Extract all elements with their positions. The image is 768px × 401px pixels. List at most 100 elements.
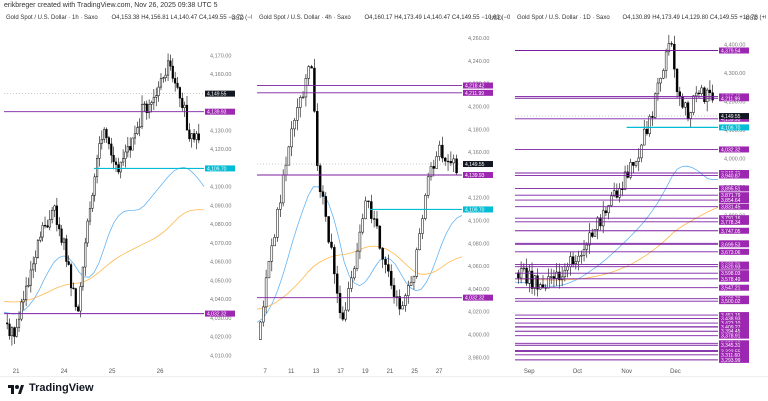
candle-body	[452, 158, 455, 164]
level-price-tag: 3,778.34	[719, 218, 749, 226]
candle-body	[708, 89, 712, 94]
candle-body	[541, 284, 545, 288]
candle-body	[100, 138, 103, 144]
x-tick-label: 27	[436, 369, 443, 375]
last-price-tag-label: 4,149.55	[465, 162, 485, 168]
level-tag-bg	[719, 197, 749, 204]
last-price-tag-label: 4,149.55	[207, 92, 227, 98]
candle-body	[612, 190, 616, 197]
candle-body	[536, 275, 539, 290]
level-tag-bg	[719, 312, 749, 319]
level-tag-bg	[719, 298, 749, 305]
candle-body	[341, 312, 345, 320]
candle-body	[262, 306, 265, 323]
tradingview-logo[interactable]: TradingView	[8, 382, 94, 394]
candle-body	[438, 144, 441, 157]
candle-body	[13, 327, 16, 337]
candle-body	[347, 288, 350, 311]
level-price-tag: 3,747.05	[719, 227, 749, 235]
level-price-tag: 3,293.99	[719, 356, 749, 364]
candle-body	[421, 218, 424, 234]
x-tick-label: Dec	[670, 369, 681, 375]
level-price-tag: 3,500.02	[719, 298, 749, 305]
candle-body	[188, 129, 191, 140]
candle-body	[623, 171, 627, 190]
y-tick-label: 4,080.00	[468, 241, 489, 247]
candle-body	[355, 250, 359, 269]
level-tag-bg	[463, 89, 493, 96]
level-tag-label: 3,778.34	[721, 220, 741, 226]
candle-body	[401, 305, 404, 310]
chart-svg: Gold Spot / U.S. Dollar · 1h · Saxo O4,15…	[2, 11, 270, 375]
level-price-tag: 4,211.99	[719, 95, 749, 102]
candle-body	[697, 92, 701, 95]
candle-body	[372, 218, 376, 220]
candle-body	[549, 276, 553, 278]
chart-credit: erikbreger created with TradingView.com,…	[4, 2, 218, 9]
currency-label: USD	[745, 16, 758, 22]
level-price-tag: 4,139.93	[463, 171, 493, 179]
candle-body	[279, 202, 282, 210]
candle-body	[338, 293, 342, 314]
candle-body	[138, 126, 141, 128]
candle-body	[324, 196, 328, 217]
candle-body	[689, 112, 692, 119]
candle-body	[264, 277, 268, 308]
level-tag-bg	[719, 320, 749, 327]
candle-body	[145, 103, 148, 114]
chart-panel-1h[interactable]: Gold Spot / U.S. Dollar · 1h · Saxo O4,15…	[2, 11, 270, 375]
candle-body	[293, 120, 296, 130]
candle-body	[124, 151, 127, 159]
candle-body	[10, 327, 13, 337]
last-price-tag-bg	[205, 90, 235, 97]
candle-body	[41, 225, 44, 238]
candle-body	[615, 190, 619, 198]
candle-body	[273, 237, 276, 247]
candle-body	[53, 205, 56, 211]
candle-body	[555, 271, 558, 279]
candle-body	[122, 158, 125, 163]
x-tick-label: 24	[61, 369, 68, 375]
level-price-tag: 4,218.42	[463, 82, 493, 90]
y-tick-label: 4,160.00	[468, 150, 489, 156]
candle-body	[131, 137, 134, 151]
candle-body	[304, 78, 308, 98]
candle-body	[112, 155, 115, 163]
candle-body	[530, 270, 534, 289]
level-tag-bg	[719, 270, 749, 277]
currency-label: USD	[231, 16, 244, 22]
candle-body	[358, 231, 362, 252]
candle-body	[162, 77, 165, 79]
y-tick-label: 4,130.00	[210, 128, 231, 134]
level-tag-label: 3,940.87	[721, 174, 741, 180]
candle-body	[705, 89, 709, 102]
level-price-tag: 4,379.54	[719, 47, 749, 55]
candle-body	[36, 240, 40, 258]
candle-body	[703, 87, 706, 102]
level-tag-label: 4,139.93	[465, 173, 485, 179]
candle-body	[404, 295, 407, 306]
candle-body	[270, 245, 274, 262]
level-tag-label: 3,547.21	[721, 286, 741, 292]
chart-panel-1d[interactable]: Gold Spot / U.S. Dollar · 1D · Saxo O4,13…	[513, 11, 768, 375]
candle-body	[533, 275, 536, 289]
level-tag-label: 4,139.93	[721, 117, 741, 123]
candle-body	[25, 285, 28, 300]
level-price-tag: 3,345.31	[719, 342, 749, 349]
level-price-tag: 4,032.32	[463, 294, 493, 302]
candle-body	[539, 284, 542, 290]
candle-body	[69, 264, 73, 289]
level-tag-bg	[719, 248, 749, 255]
candle-body	[443, 157, 447, 162]
candle-body	[700, 87, 703, 94]
level-tag-bg	[719, 348, 749, 355]
support-tag-label: 4,109.70	[721, 125, 741, 131]
x-tick-label: 25	[411, 369, 418, 375]
level-tag-label: 4,211.99	[721, 96, 740, 102]
chart-panel-4h[interactable]: Gold Spot / U.S. Dollar · 4h · Saxo O4,16…	[255, 11, 526, 375]
candle-body	[290, 128, 293, 148]
level-tag-label: 3,311.60	[721, 353, 740, 359]
level-tag-bg	[463, 294, 493, 301]
candle-body	[333, 247, 336, 275]
candle-body	[692, 95, 695, 113]
